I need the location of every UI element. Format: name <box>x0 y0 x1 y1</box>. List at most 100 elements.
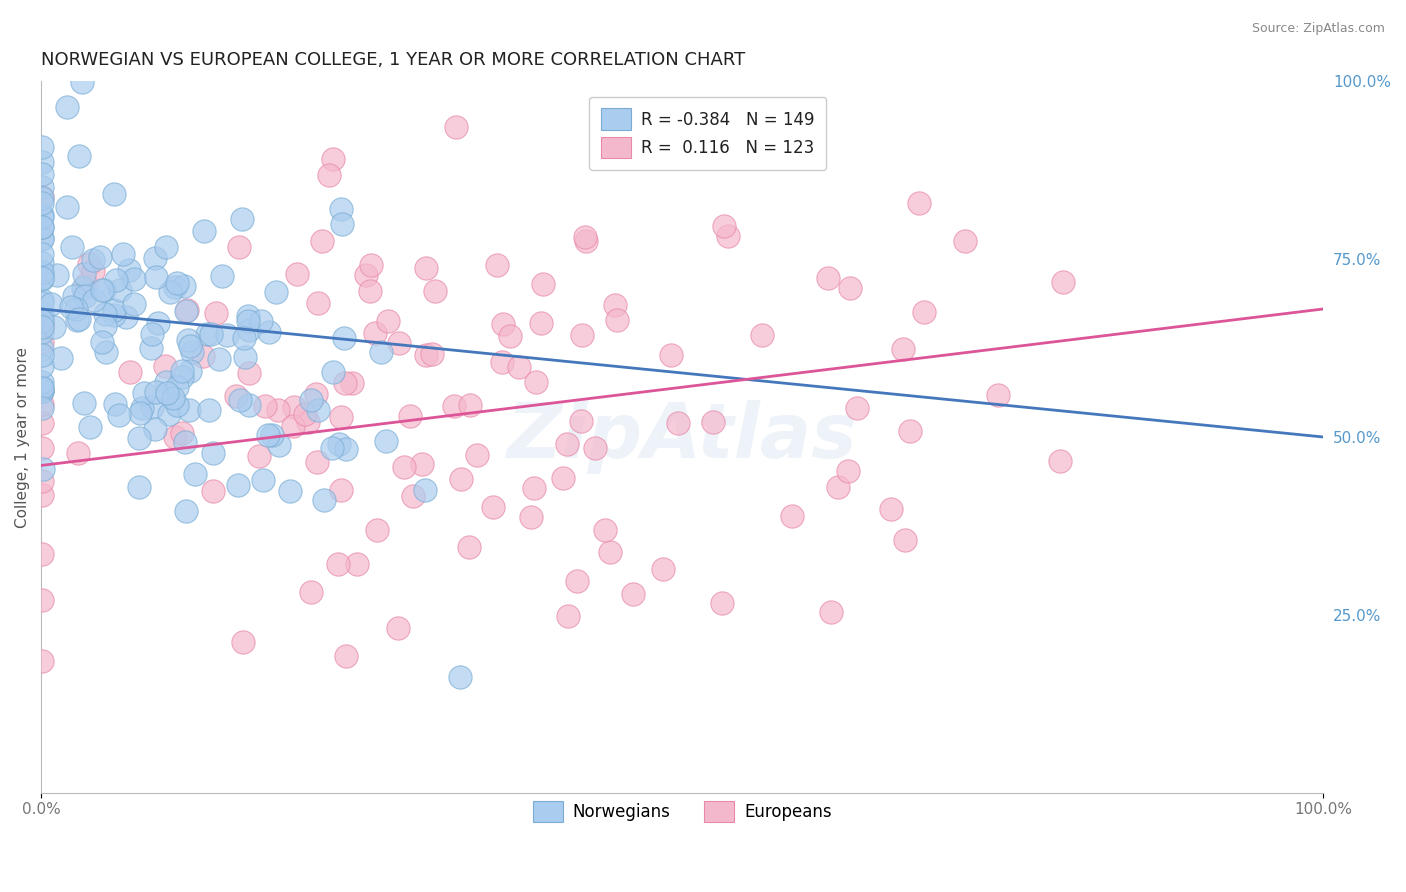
Point <box>499 329 522 343</box>
Point <box>335 648 357 663</box>
Point <box>141 341 163 355</box>
Point <box>31 311 53 326</box>
Point <box>60 300 83 314</box>
Point <box>90 284 112 298</box>
Point <box>285 267 308 281</box>
Point <box>31 208 53 222</box>
Point <box>73 288 96 302</box>
Point <box>170 370 193 384</box>
Point <box>96 345 118 359</box>
Point <box>63 289 86 303</box>
Point <box>565 574 588 588</box>
Point <box>177 333 200 347</box>
Point <box>443 399 465 413</box>
Point <box>492 317 515 331</box>
Point <box>458 398 481 412</box>
Point <box>346 558 368 572</box>
Point <box>423 284 446 298</box>
Point <box>157 407 180 421</box>
Point <box>202 483 225 498</box>
Point <box>301 585 323 599</box>
Point <box>571 328 593 343</box>
Point <box>31 375 53 389</box>
Point <box>103 187 125 202</box>
Point <box>531 277 554 292</box>
Point <box>174 504 197 518</box>
Point <box>155 375 177 389</box>
Point <box>583 441 606 455</box>
Point <box>31 348 53 362</box>
Point <box>321 442 343 456</box>
Point <box>166 276 188 290</box>
Point <box>31 416 53 430</box>
Point <box>481 500 503 514</box>
Point <box>141 401 163 415</box>
Point <box>66 446 89 460</box>
Point <box>73 267 96 281</box>
Point <box>31 320 53 334</box>
Point <box>820 606 842 620</box>
Point <box>31 247 53 261</box>
Point <box>134 385 156 400</box>
Point <box>374 434 396 448</box>
Point <box>104 397 127 411</box>
Point <box>283 401 305 415</box>
Point <box>485 258 508 272</box>
Point <box>31 441 53 455</box>
Point <box>104 273 127 287</box>
Point <box>233 350 256 364</box>
Point <box>446 120 468 134</box>
Point <box>666 417 689 431</box>
Point <box>31 381 53 395</box>
Point <box>67 312 90 326</box>
Point <box>621 587 644 601</box>
Point <box>606 313 628 327</box>
Point <box>31 210 53 224</box>
Point <box>31 268 53 283</box>
Point <box>232 331 254 345</box>
Point <box>413 483 436 497</box>
Point <box>145 270 167 285</box>
Point <box>238 323 260 337</box>
Point <box>228 477 250 491</box>
Point <box>328 437 350 451</box>
Point <box>420 347 443 361</box>
Point <box>953 234 976 248</box>
Point <box>31 654 53 668</box>
Point <box>599 545 621 559</box>
Point <box>198 403 221 417</box>
Point <box>70 75 93 89</box>
Point <box>170 425 193 440</box>
Point <box>415 348 437 362</box>
Point <box>32 462 55 476</box>
Point <box>215 327 238 342</box>
Point <box>31 325 53 339</box>
Point <box>229 393 252 408</box>
Point <box>94 319 117 334</box>
Point <box>354 268 377 282</box>
Point <box>163 280 186 294</box>
Point <box>837 464 859 478</box>
Point <box>232 635 254 649</box>
Point <box>508 360 530 375</box>
Point <box>131 401 153 415</box>
Text: Source: ZipAtlas.com: Source: ZipAtlas.com <box>1251 22 1385 36</box>
Point <box>67 148 90 162</box>
Point <box>31 219 53 234</box>
Point <box>332 217 354 231</box>
Point <box>555 437 578 451</box>
Point <box>335 442 357 456</box>
Point <box>312 493 335 508</box>
Point <box>710 596 733 610</box>
Point <box>122 296 145 310</box>
Point <box>82 252 104 267</box>
Point <box>228 240 250 254</box>
Point <box>49 351 72 365</box>
Point <box>166 380 188 394</box>
Point <box>155 359 177 374</box>
Point <box>31 190 53 204</box>
Point <box>143 251 166 265</box>
Point <box>330 410 353 425</box>
Point <box>195 326 218 341</box>
Point <box>211 268 233 283</box>
